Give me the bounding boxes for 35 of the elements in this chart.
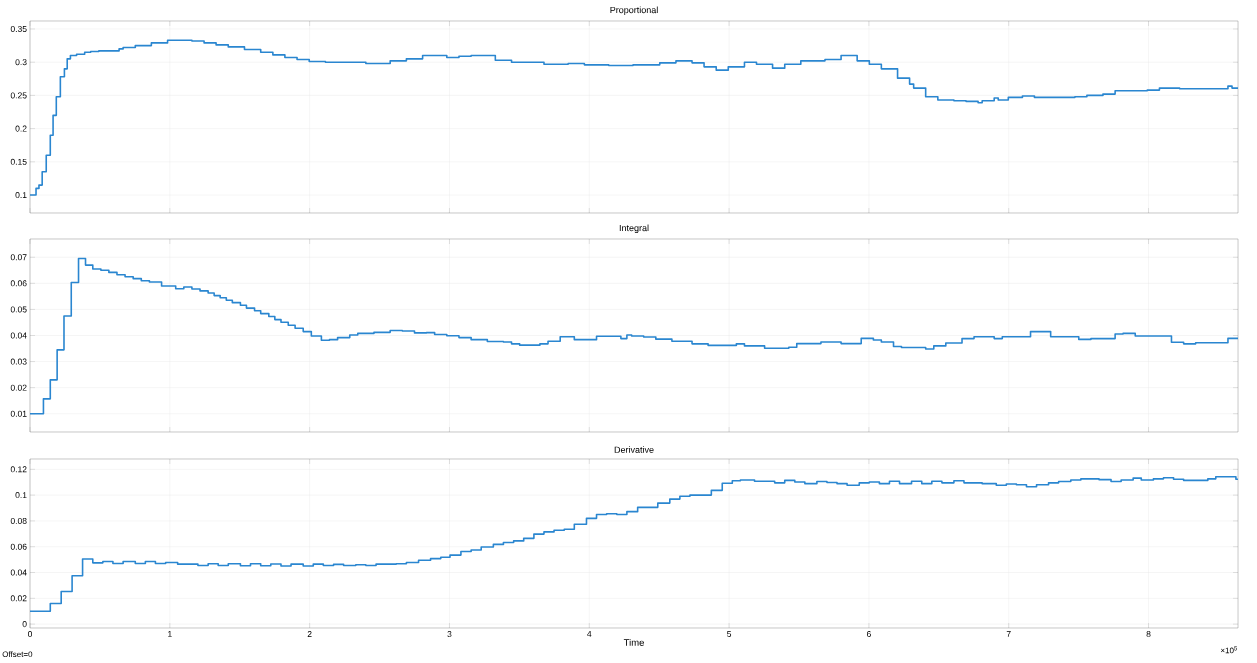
text: Offset=0 xyxy=(2,651,33,658)
chart-title: Integral xyxy=(619,224,649,233)
x-tick-label: 7 xyxy=(1006,631,1011,637)
x-tick-label: 3 xyxy=(447,631,452,638)
y-tick-label: 0.1 xyxy=(15,492,27,499)
text: ×10$^{5}$ xyxy=(1220,646,1238,654)
y-tick-label: 0.3 xyxy=(15,59,27,66)
x-tick-label: 5 xyxy=(727,631,732,637)
x-tick-label: 6 xyxy=(866,631,871,638)
x-tick-label: 2 xyxy=(307,631,312,637)
x-axis-title: Time xyxy=(623,638,644,646)
y-tick-label: 0.2 xyxy=(15,125,27,132)
y-tick-label: 0.06 xyxy=(10,280,27,287)
y-tick-label: 0.12 xyxy=(10,466,27,473)
y-tick-label: 0.15 xyxy=(10,158,27,165)
x-tick-label: 1 xyxy=(168,631,172,637)
x-tick-label: 4 xyxy=(587,631,592,637)
y-tick-label: 0.04 xyxy=(10,332,27,339)
y-tick-label: 0.01 xyxy=(10,410,27,417)
y-tick-label: 0.07 xyxy=(10,254,27,261)
y-tick-label: 0 xyxy=(22,621,27,628)
y-tick-label: 0.1 xyxy=(15,192,27,199)
y-tick-label: 0.35 xyxy=(10,25,27,32)
y-tick-label: 0.08 xyxy=(10,517,27,524)
chart-title: Proportional xyxy=(610,6,658,15)
y-tick-label: 0.06 xyxy=(10,543,27,550)
y-tick-label: 0.02 xyxy=(10,595,27,602)
y-tick-label: 0.05 xyxy=(10,306,27,313)
y-tick-label: 0.25 xyxy=(10,92,27,99)
y-tick-label: 0.03 xyxy=(10,358,27,365)
y-tick-label: 0.02 xyxy=(10,384,27,391)
chart-title: Derivative xyxy=(614,446,654,453)
x-tick-label: 8 xyxy=(1146,631,1151,638)
y-tick-label: 0.04 xyxy=(10,569,27,576)
x-tick-label: 0 xyxy=(27,631,33,638)
